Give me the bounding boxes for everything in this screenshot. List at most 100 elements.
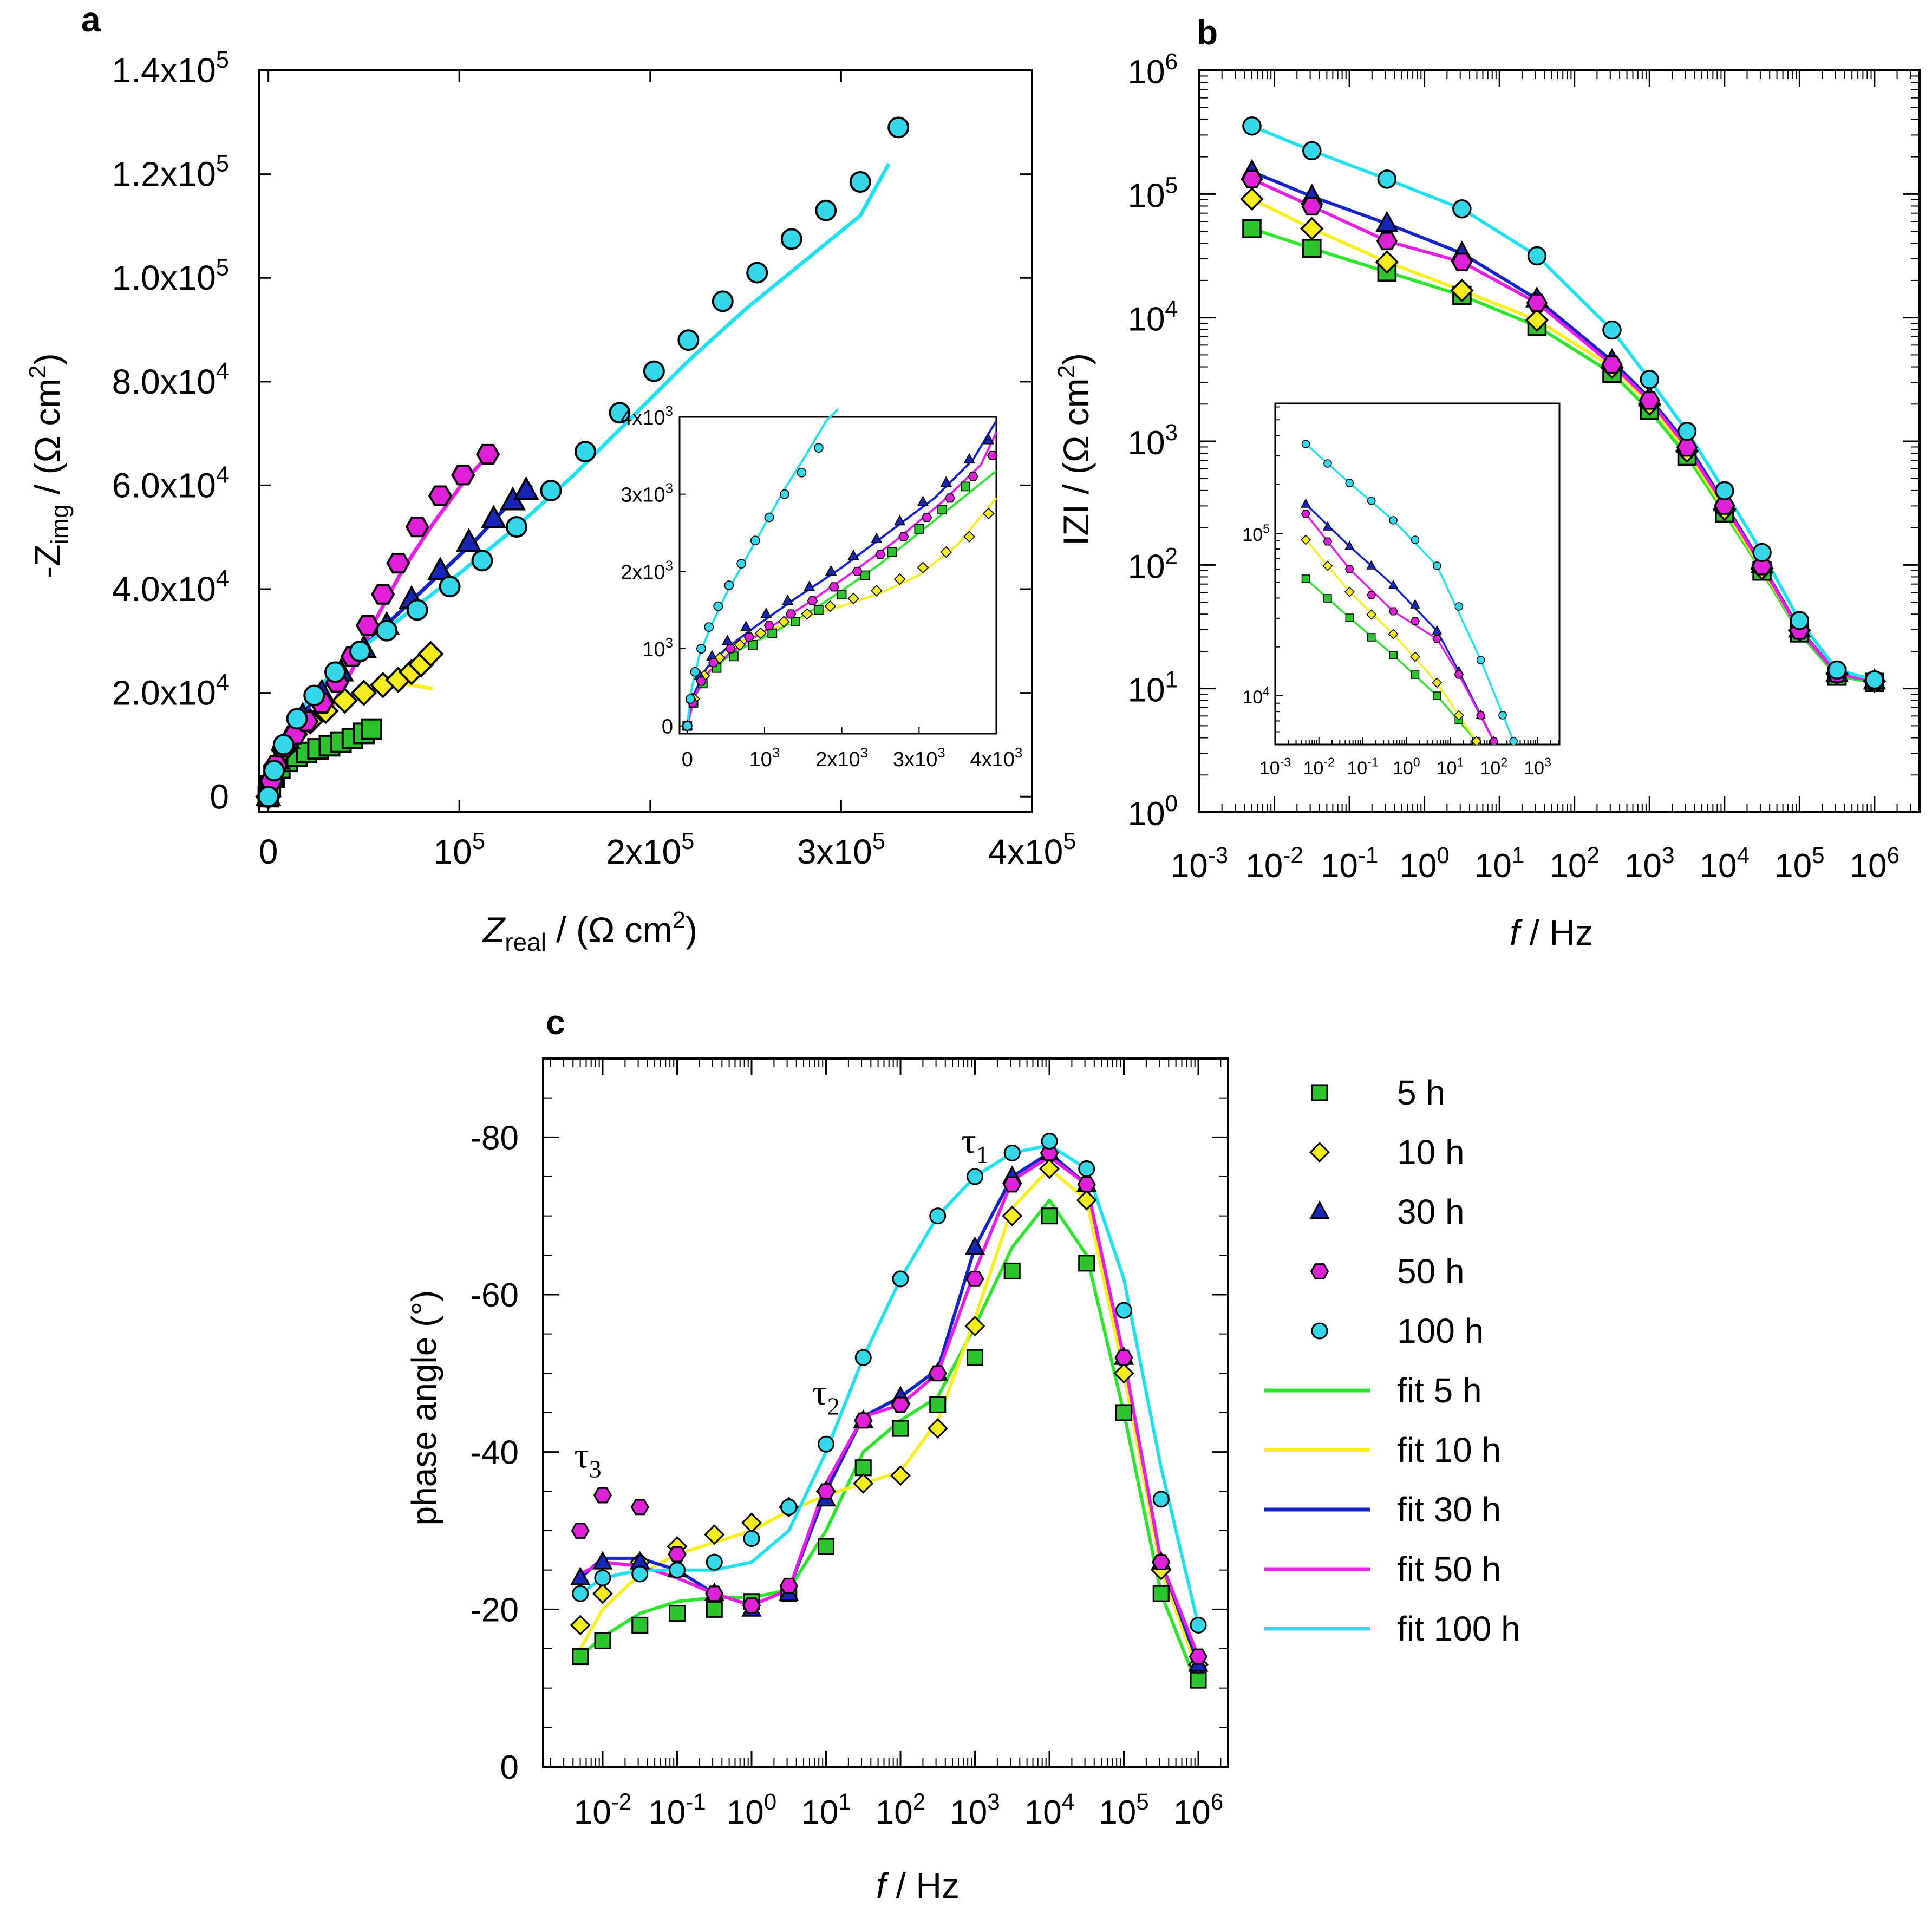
panel-a-y-tick-label-mantissa: 1.4x10: [112, 51, 216, 90]
panel-b-inset-x-tick-label-exponent: -3: [1280, 755, 1291, 769]
panel-a-y-tick-label-exponent: 5: [216, 254, 229, 280]
panel-a: a 0 105 2x105 3x105 4x10502.0x1044.0x1046.0x…: [24, 0, 1076, 956]
panel-b-point-100-h: [1715, 481, 1734, 501]
panel-a-inset-point-10-h: [847, 592, 859, 605]
panel-c-y-tick-label: 0: [500, 1749, 519, 1786]
panel-c-annotation-symbol: τ: [961, 1120, 976, 1161]
legend-label: fit 100 h: [1397, 1609, 1520, 1648]
panel-b-point-100-h: [1377, 169, 1397, 189]
panel-c-x-tick-label-exponent: 0: [764, 1789, 776, 1814]
panel-b-point-100-h: [1752, 543, 1772, 563]
panel-b-point-100-h: [1677, 421, 1697, 441]
panel-a-point-50-h: [371, 584, 395, 605]
panel-c-point-10-h: [964, 1316, 985, 1337]
panel-b-y-tick-label: 105: [1128, 172, 1178, 214]
panel-a-inset-point-30-h: [917, 495, 929, 506]
panel-b-inset-point-50-h: [1344, 565, 1354, 573]
panel-a-x-axis-label: Zreal / (Ω cm2): [482, 907, 697, 956]
panel-b-x-tick-label-exponent: -1: [1358, 843, 1378, 868]
panel-b-x-tick-label-mantissa: 10: [1321, 847, 1358, 885]
panel-a-x-tick-label-mantissa: 3x10: [797, 832, 872, 871]
panel-b-x-tick-label: 101: [1474, 843, 1524, 885]
panel-a-inset-point-5-h: [860, 570, 870, 580]
legend-swatch-marker: [1311, 1084, 1328, 1101]
panel-a-point-100-h: [324, 661, 347, 683]
panel-a-inset-point-50-h: [968, 472, 979, 481]
legend-entry-5-h: 5 h: [1311, 1073, 1445, 1112]
panel-c-annotation-symbol: τ: [812, 1372, 827, 1413]
panel-a-point-100-h: [406, 599, 428, 621]
panel-b: b 10-3 10-2 10-1 100 101 102 103 104 105 10610010…: [1053, 13, 1921, 952]
panel-b-inset-x-tick-label-mantissa: 10: [1393, 758, 1413, 779]
panel-b-x-tick-label: 100: [1399, 843, 1449, 885]
panel-c-x-tick-label-exponent: 4: [1062, 1789, 1074, 1814]
panel-b-inset-point-10-h: [1471, 736, 1482, 745]
panel-a-inset-point-50-h: [987, 450, 998, 460]
panel-c-point-30-h: [592, 1551, 613, 1570]
panel-b-inset-series: [1301, 440, 1518, 745]
panel-c-point-50-h: [742, 1597, 761, 1614]
panel-a-y-tick-label-mantissa: 1.2x10: [112, 155, 216, 194]
panel-b-point-50-h: [1376, 232, 1398, 251]
panel-a-inset-y-tick-label: 103: [642, 636, 673, 661]
panel-a-inset-point-50-h: [785, 609, 797, 619]
panel-c-y-tick-label: -80: [470, 1119, 519, 1157]
panel-b-y-tick-label-mantissa: 10: [1128, 672, 1165, 709]
panel-a-inset-point-5-h: [767, 628, 778, 638]
panel-b-inset-point-50-h: [1432, 635, 1442, 643]
panel-a-inset-point-30-h: [804, 580, 815, 591]
panel-b-x-tick-label-exponent: 1: [1512, 843, 1524, 868]
panel-c-point-100-h: [631, 1565, 649, 1583]
panel-a-point-100-h: [471, 550, 493, 572]
panel-b-x-tick-label-mantissa: 10: [1850, 847, 1887, 885]
panel-b-inset-point-10-h: [1388, 629, 1399, 639]
legend-entry-30-h: 30 h: [1309, 1192, 1465, 1231]
panel-b-point-100-h: [1827, 660, 1847, 680]
panel-b-x-tick-label-exponent: 0: [1437, 843, 1449, 868]
panel-a-inset-point-50-h: [696, 676, 707, 686]
panel-a-inset-y-tick-label: 0: [662, 716, 673, 739]
panel-c-point-100-h: [817, 1435, 835, 1453]
panel-b-inset-point-50-h: [1367, 591, 1376, 599]
panel-b-point-30-h: [1375, 211, 1399, 232]
panel-b-point-50-h: [1601, 355, 1623, 374]
panel-a-point-100-h: [712, 290, 734, 312]
panel-c-point-30-h: [570, 1566, 591, 1585]
panel-c-point-50-h: [891, 1396, 910, 1413]
panel-c-x-tick-label: 10-1: [648, 1789, 706, 1831]
panel-a-inset-point-100-h: [690, 667, 700, 677]
panel-c-x-tick-label-mantissa: 10: [950, 1794, 987, 1831]
panel-a-inset-point-10-h: [734, 639, 746, 651]
panel-b-inset-x-tick-label: 103: [1524, 755, 1551, 779]
legend-label: fit 5 h: [1397, 1371, 1482, 1410]
panel-a-inset-point-100-h: [764, 512, 774, 523]
panel-b-x-tick-label-exponent: 3: [1662, 843, 1674, 868]
panel-b-x-tick-label-exponent: 4: [1737, 843, 1750, 868]
panel-a-inset-point-10-h: [801, 608, 813, 620]
panel-a-y-tick-label-exponent: 4: [216, 462, 229, 488]
panel-a-x-tick-label-exponent: 5: [472, 828, 485, 854]
panel-b-inset-x-tick-label-exponent: 3: [1544, 755, 1551, 769]
panel-c-x-tick-label: 102: [876, 1789, 925, 1831]
panel-b-x-tick-label: 106: [1850, 843, 1900, 885]
panel-a-inset-point-30-h: [893, 514, 906, 526]
legend-label: fit 30 h: [1397, 1490, 1501, 1529]
panel-label-c: c: [546, 1003, 565, 1042]
panel-a-inset-point-30-h: [983, 433, 995, 445]
panel-b-inset-point-100-h: [1433, 561, 1441, 570]
panel-a-x-tick-label: 2x105: [606, 828, 694, 871]
panel-b-inset-point-10-h: [1344, 586, 1355, 597]
panel-c-x-tick-label-exponent: 1: [838, 1789, 851, 1814]
panel-a-inset-point-100-h: [736, 559, 747, 569]
panel-b-y-tick-label-mantissa: 10: [1128, 795, 1165, 833]
panel-a-inset-x-tick-label: 0: [682, 748, 693, 771]
panel-a-point-30-h: [480, 505, 507, 528]
panel-b-inset-point-100-h: [1367, 497, 1376, 505]
panel-a-point-10-h: [331, 687, 358, 714]
legend-entry-50-h: 50 h: [1310, 1252, 1465, 1291]
panel-c-point-50-h: [593, 1487, 612, 1504]
panel-c-point-100-h: [1003, 1144, 1021, 1161]
panel-b-point-100-h: [1865, 670, 1884, 690]
panel-a-inset-point-50-h: [743, 632, 755, 642]
panel-a-point-100-h: [286, 708, 308, 730]
